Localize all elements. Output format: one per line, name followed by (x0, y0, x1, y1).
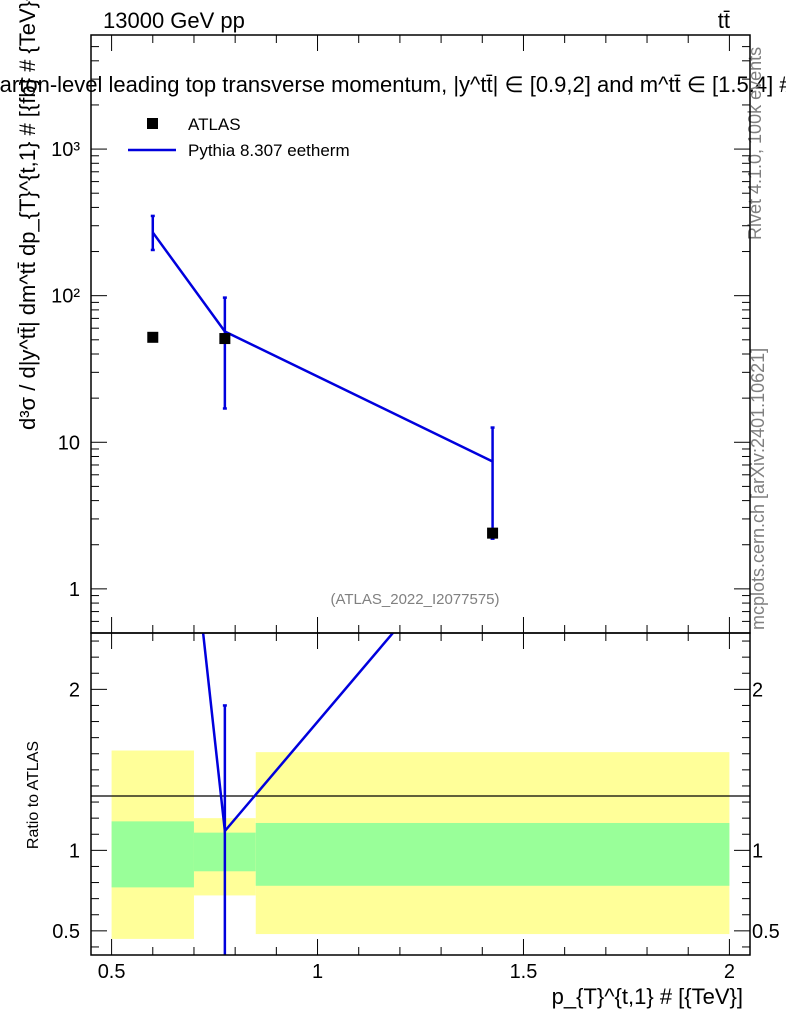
ratio-y-tick-label: 0.5 (52, 921, 80, 943)
main-panel-data (147, 214, 499, 540)
x-axis-label: p_{T}^{t,1} # [{TeV}] (552, 984, 743, 1009)
ratio-y-tick-label-right: 0.5 (752, 921, 780, 943)
main-y-axis-label: d³σ / d|y^tt̄| dm^tt̄ dp_{T}^{t,1} # [{f… (15, 0, 40, 430)
ratio-y-tick-label: 1 (69, 840, 80, 862)
atlas-point (147, 331, 159, 343)
ratio-panel: 0.5 0.5 1 1 2 2 0.5 1 1.5 2 (52, 632, 780, 983)
legend-pythia-label: Pythia 8.307 eetherm (188, 141, 350, 160)
plot-title: Parton-level leading top transverse mome… (0, 72, 786, 97)
main-y-tick-label: 10³ (51, 139, 80, 161)
main-y-tick-label: 10 (58, 432, 80, 454)
ratio-panel-frame (90, 632, 751, 956)
ratio-y-tick-label-right: 2 (752, 679, 763, 701)
ratio-panel-ticks: 0.5 0.5 1 1 2 2 0.5 1 1.5 2 (52, 633, 780, 983)
process-label: tt̄ (718, 8, 730, 33)
analysis-watermark: (ATLAS_2022_I2077575) (330, 591, 499, 608)
ratio-inner-band (255, 822, 730, 886)
ratio-inner-band (111, 821, 194, 888)
pythia-curve (151, 231, 494, 463)
mcplots-credit-label: mcplots.cern.ch [arXiv:2401.10621] (748, 348, 768, 630)
x-tick-label: 0.5 (98, 961, 126, 983)
ratio-data (201, 633, 395, 955)
main-panel-ticks: 1 10 10² 10³ (51, 34, 750, 634)
x-tick-label: 1 (312, 961, 323, 983)
rivet-version-label: Rivet 4.1.0, 100k events (745, 47, 765, 240)
ratio-y-axis-label: Ratio to ATLAS (25, 741, 42, 849)
ratio-bands (111, 750, 730, 939)
ratio-y-tick-label: 2 (69, 679, 80, 701)
atlas-point (487, 527, 499, 539)
energy-label: 13000 GeV pp (103, 8, 245, 33)
legend: ATLAS Pythia 8.307 eetherm (128, 115, 350, 160)
legend-atlas-label: ATLAS (188, 115, 241, 134)
legend-atlas-marker (147, 118, 158, 129)
ratio-y-tick-label-right: 1 (752, 840, 763, 862)
x-tick-label: 2 (724, 961, 735, 983)
main-y-tick-label: 1 (69, 579, 80, 601)
main-panel: (ATLAS_2022_I2077575) 1 10 10² 10³ (51, 34, 751, 634)
x-tick-label: 1.5 (510, 961, 538, 983)
ratio-curve (201, 633, 395, 835)
main-y-tick-label: 10² (51, 286, 80, 308)
atlas-point (219, 333, 231, 345)
